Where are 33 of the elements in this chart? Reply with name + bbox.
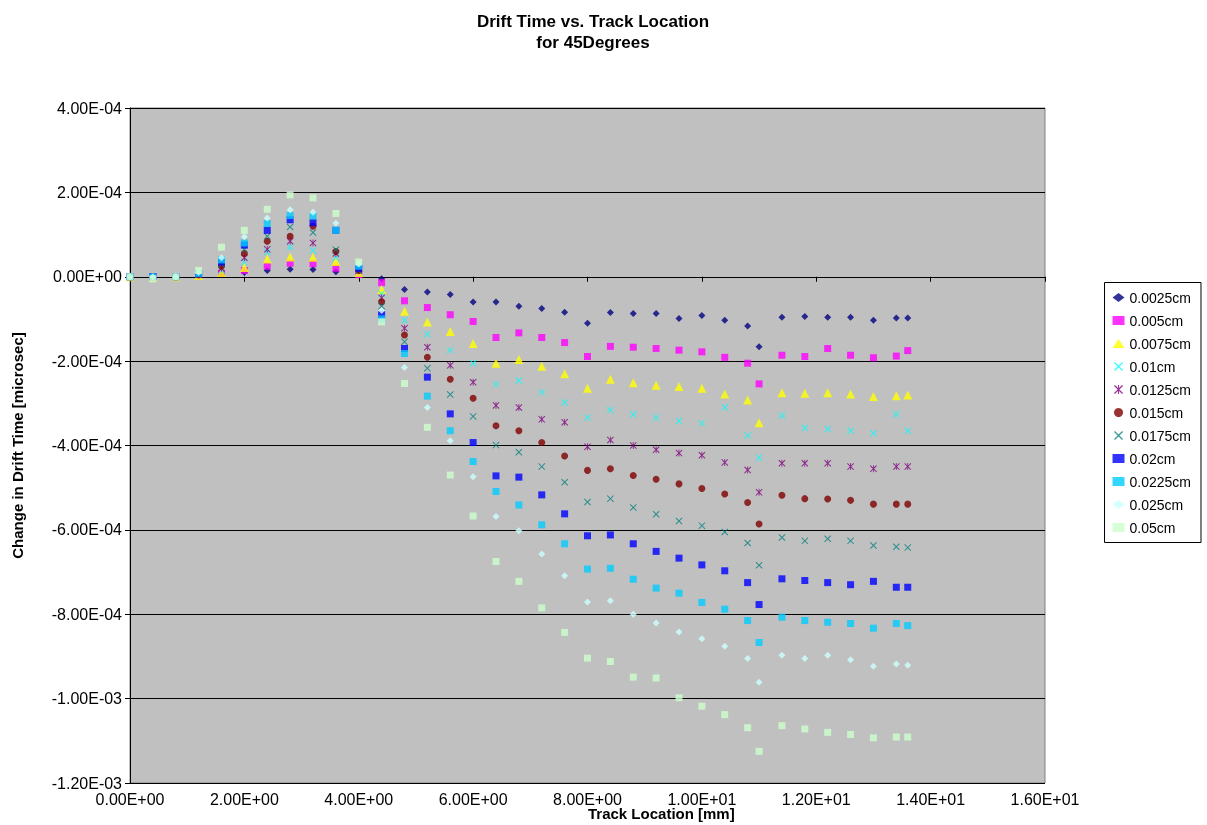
legend-label: 0.0075cm <box>1129 335 1191 352</box>
legend-label: 0.0175cm <box>1129 427 1191 444</box>
y-tick-label: 4.00E-04 <box>57 99 123 117</box>
y-tick-label: -2.00E-04 <box>51 352 123 370</box>
legend-label: 0.0025cm <box>1129 289 1191 306</box>
x-tick-label: 6.00E+00 <box>438 790 508 808</box>
chart-subtitle: for 45Degrees <box>536 33 650 52</box>
x-tick-label: 1.20E+01 <box>781 790 851 808</box>
x-tick-label: 2.00E+00 <box>209 790 279 808</box>
legend-label: 0.0225cm <box>1129 473 1191 490</box>
x-tick-label: 1.00E+01 <box>667 790 737 808</box>
x-tick-label: 0.00E+00 <box>95 790 165 808</box>
y-tick-label: -8.00E-04 <box>51 605 123 623</box>
legend-label: 0.025cm <box>1129 496 1184 513</box>
x-tick-label: 1.40E+01 <box>896 790 966 808</box>
y-tick-label: -1.20E-03 <box>51 774 123 792</box>
y-axis-title: Change in Drift Time [microsec] <box>9 332 26 559</box>
legend-label: 0.0125cm <box>1129 381 1191 398</box>
x-tick-label: 4.00E+00 <box>324 790 394 808</box>
legend-label: 0.005cm <box>1129 312 1184 329</box>
chart-title: Drift Time vs. Track Location <box>476 12 710 31</box>
y-tick-label: -6.00E-04 <box>51 521 123 539</box>
x-axis-title: Track Location [mm] <box>588 805 735 822</box>
legend-label: 0.02cm <box>1129 450 1176 467</box>
y-tick-label: 0.00E+00 <box>53 268 123 286</box>
legend-label: 0.05cm <box>1129 519 1176 536</box>
legend-label: 0.01cm <box>1129 358 1176 375</box>
legend-label: 0.015cm <box>1129 404 1184 421</box>
y-tick-label: -1.00E-03 <box>51 690 123 708</box>
y-tick-label: 2.00E-04 <box>57 183 123 201</box>
y-tick-label: -4.00E-04 <box>51 437 123 454</box>
x-tick-label: 8.00E+00 <box>553 790 623 808</box>
x-tick-label: 1.60E+01 <box>1010 790 1080 808</box>
